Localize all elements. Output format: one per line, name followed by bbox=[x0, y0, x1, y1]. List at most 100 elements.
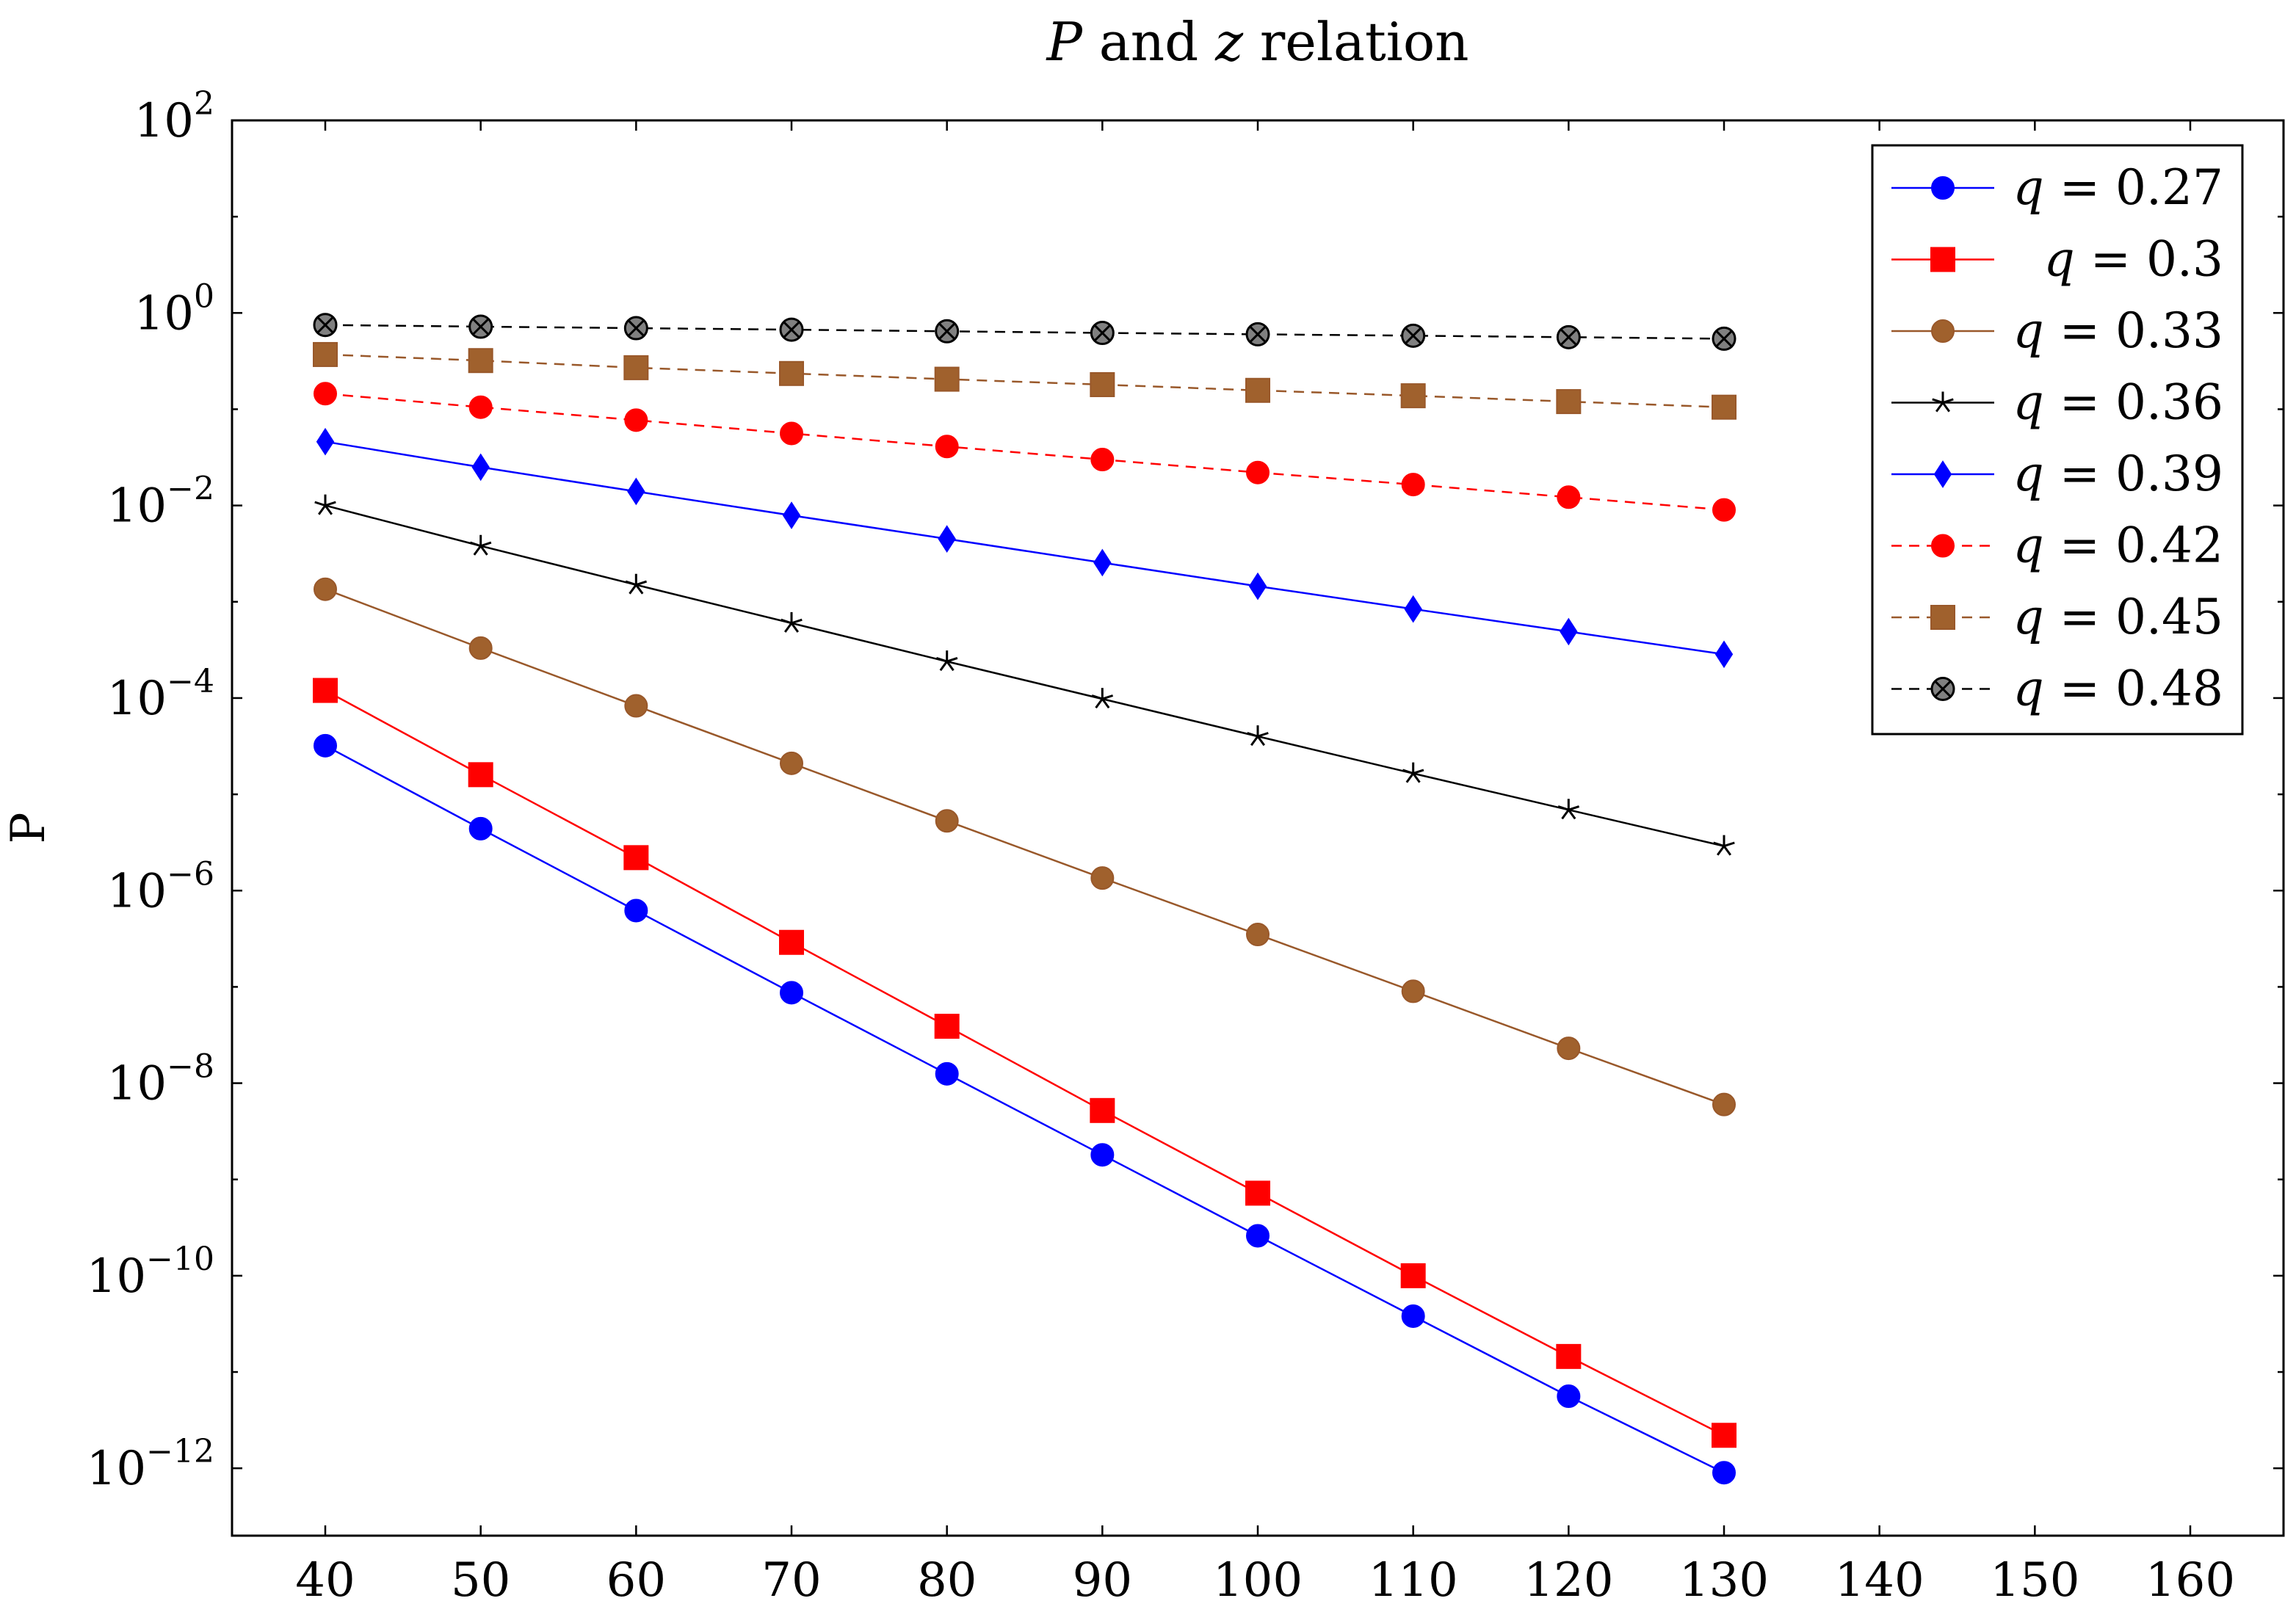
legend-marker bbox=[1932, 391, 1954, 413]
title-part-2: z bbox=[1214, 11, 1244, 73]
data-point bbox=[1402, 762, 1424, 783]
data-point bbox=[1090, 1097, 1115, 1123]
title-part-0: P bbox=[1045, 11, 1083, 73]
data-point bbox=[1714, 640, 1734, 669]
x-tick-label: 130 bbox=[1679, 1553, 1769, 1601]
data-point bbox=[934, 366, 960, 392]
data-point bbox=[623, 355, 649, 380]
data-point bbox=[468, 636, 493, 660]
legend-entry: q = 0.42 bbox=[1891, 518, 2223, 574]
legend-entry: q = 0.36 bbox=[1891, 374, 2223, 431]
data-point bbox=[1557, 799, 1580, 820]
y-tick-label: 10−12 bbox=[87, 1433, 214, 1496]
legend-label: q = 0.36 bbox=[2013, 374, 2223, 431]
data-point bbox=[1400, 1263, 1426, 1288]
data-point bbox=[314, 494, 336, 515]
series-line bbox=[325, 588, 1725, 1106]
series-0 bbox=[314, 733, 1736, 1485]
data-point bbox=[1404, 595, 1422, 623]
x-tick-label: 40 bbox=[295, 1553, 355, 1601]
data-point bbox=[1245, 377, 1270, 403]
data-point bbox=[1557, 1037, 1581, 1061]
y-tick-label: 100 bbox=[134, 277, 214, 341]
data-point bbox=[1093, 548, 1112, 577]
data-point bbox=[623, 845, 649, 871]
legend-marker bbox=[1931, 319, 1955, 343]
data-point bbox=[1091, 688, 1114, 709]
data-point bbox=[624, 694, 648, 718]
data-point bbox=[1090, 1143, 1115, 1167]
data-point bbox=[1090, 321, 1115, 346]
data-point bbox=[781, 611, 803, 633]
data-point bbox=[1712, 1461, 1736, 1485]
series-layer bbox=[313, 313, 1737, 1485]
series-line bbox=[325, 393, 1725, 511]
legend-marker bbox=[1931, 176, 1955, 200]
data-point bbox=[469, 534, 492, 556]
data-point bbox=[468, 348, 493, 374]
legend-entry: q = 0.39 bbox=[1891, 446, 2223, 502]
data-point bbox=[1248, 572, 1267, 600]
legend-entry: q = 0.27 bbox=[1891, 159, 2223, 216]
data-point bbox=[780, 421, 803, 446]
data-point bbox=[1557, 1384, 1581, 1409]
data-point bbox=[1401, 1304, 1425, 1328]
legend-entry: q = 0.45 bbox=[1891, 589, 2223, 645]
legend-label: q = 0.27 bbox=[2013, 159, 2223, 216]
data-point bbox=[779, 317, 804, 342]
series-3 bbox=[314, 494, 1735, 856]
x-tick-label: 100 bbox=[1213, 1553, 1303, 1601]
title-part-3: relation bbox=[1243, 11, 1469, 73]
series-7 bbox=[313, 313, 1737, 351]
x-tick-label: 110 bbox=[1369, 1553, 1458, 1601]
legend-label: q = 0.45 bbox=[2013, 589, 2223, 645]
data-point bbox=[934, 1014, 960, 1039]
data-point bbox=[1556, 324, 1581, 349]
legend-label: q = 0.33 bbox=[2013, 302, 2223, 359]
data-point bbox=[471, 453, 490, 482]
legend-box bbox=[1871, 144, 2244, 736]
x-tick-label: 90 bbox=[1073, 1553, 1132, 1601]
series-2 bbox=[314, 577, 1736, 1117]
data-point bbox=[782, 501, 801, 529]
x-tick-label: 160 bbox=[2145, 1553, 2235, 1601]
series-5 bbox=[314, 382, 1736, 522]
legend-marker bbox=[1930, 605, 1955, 630]
y-axis: 102 100 10−2 10−4 10−6 10−8 10−10 10−12 bbox=[87, 85, 2284, 1496]
data-point bbox=[316, 427, 335, 456]
legend-marker bbox=[1930, 247, 1955, 272]
data-point bbox=[468, 314, 493, 339]
legend-entry: q = 0.48 bbox=[1891, 661, 2223, 717]
data-point bbox=[935, 650, 958, 672]
x-tick-label: 140 bbox=[1835, 1553, 1924, 1601]
x-tick-label: 120 bbox=[1524, 1553, 1613, 1601]
y-axis-label: P bbox=[1, 812, 56, 843]
series-line bbox=[325, 504, 1725, 847]
data-point bbox=[314, 577, 337, 601]
data-point bbox=[1712, 498, 1736, 522]
legend-marker bbox=[1933, 460, 1952, 488]
data-point bbox=[935, 1061, 959, 1086]
data-point bbox=[623, 316, 648, 341]
y-tick-label: 10−10 bbox=[87, 1241, 214, 1304]
x-axis: 40 50 60 70 80 90 100 110 120 130 140 150 160 bbox=[295, 120, 2235, 1601]
data-point bbox=[779, 360, 804, 386]
legend-marker bbox=[1930, 677, 1955, 701]
data-point bbox=[780, 751, 803, 775]
series-line bbox=[325, 440, 1725, 656]
data-point bbox=[1245, 1180, 1270, 1206]
data-point bbox=[468, 816, 493, 841]
title-part-1: and bbox=[1082, 11, 1215, 73]
data-point bbox=[1090, 371, 1115, 397]
data-point bbox=[1246, 1224, 1270, 1248]
data-point bbox=[779, 929, 804, 955]
data-point bbox=[1712, 1423, 1737, 1448]
series-line bbox=[325, 744, 1725, 1474]
data-point bbox=[625, 573, 648, 595]
data-point bbox=[314, 382, 337, 406]
data-point bbox=[468, 762, 493, 788]
data-point bbox=[1400, 383, 1426, 409]
chart-title: P and z relation bbox=[1045, 11, 1469, 73]
y-tick-label: 10−2 bbox=[107, 471, 214, 534]
